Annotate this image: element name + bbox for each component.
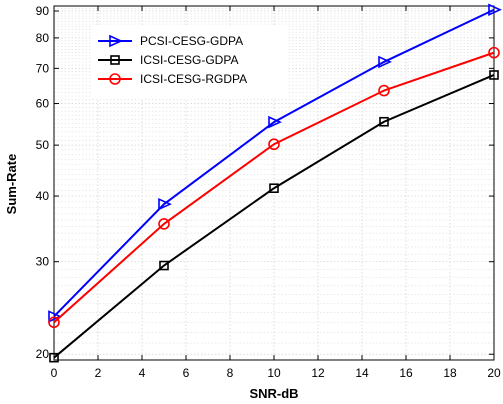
x-tick-label: 0 [51,366,58,380]
data-point-marker [379,116,389,127]
legend-label: ICSI-CESG-GDPA [140,53,238,67]
y-tick-label: 70 [36,61,50,75]
data-point-marker [268,115,282,129]
x-tick-label: 4 [139,366,146,380]
x-tick-label: 10 [267,366,281,380]
x-tick-label: 12 [311,366,325,380]
data-point-marker [488,46,500,59]
data-point-marker [49,352,59,363]
x-tick-label: 8 [227,366,234,380]
series-layer [48,3,502,363]
x-tick-label: 14 [355,366,369,380]
x-axis-label: SNR-dB [249,386,298,401]
data-point-marker [268,138,280,151]
y-tick-label: 90 [36,4,50,18]
x-tick-label: 6 [183,366,190,380]
x-tick-label: 20 [487,366,501,380]
data-point-marker [159,260,169,271]
legend-entry: PCSI-CESG-GDPA [98,34,243,48]
legend-entry: ICSI-CESG-GDPA [98,53,238,67]
data-point-marker [158,218,170,230]
legend-marker [109,34,123,48]
y-tick-label: 60 [36,97,50,111]
x-tick-label: 18 [443,366,457,380]
y-tick-label: 20 [36,347,50,361]
legend: PCSI-CESG-GDPA ICSI-CESG-GDPA ICSI-CESG-RG… [91,25,287,99]
series-line [53,8,495,318]
data-point-marker [489,70,499,80]
y-tick-label: 50 [36,138,50,152]
legend-label: ICSI-CESG-RGDPA [140,72,247,86]
legend-label: PCSI-CESG-GDPA [140,34,243,48]
data-point-marker [269,183,279,194]
series-icsi-cesg-gdpa [49,70,499,363]
series-pcsi-cesg-gdpa [48,3,502,323]
legend-marker [109,73,121,85]
data-point-marker [378,55,392,69]
legend-box [91,25,287,99]
x-tick-label: 16 [399,366,413,380]
y-tick-label: 80 [36,31,50,45]
x-tick-label: 2 [95,366,102,380]
axis-ticks: 0 2 4 6 8 10 12 14 16 18 20 20 30 40 50 60 70 80 90 [36,4,501,380]
legend-marker [110,55,120,65]
y-tick-label: 30 [36,255,50,269]
y-axis-label: Sum-Rate [4,154,19,215]
series-line [53,51,495,324]
series-icsi-cesg-rgdpa [48,46,500,329]
data-point-marker [48,310,62,323]
series-line [53,74,495,359]
legend-entry: ICSI-CESG-RGDPA [98,72,247,86]
data-point-marker [48,316,60,329]
data-point-marker [378,84,390,97]
data-point-marker [158,197,172,211]
y-tick-label: 40 [36,189,50,203]
data-point-marker [488,3,502,16]
